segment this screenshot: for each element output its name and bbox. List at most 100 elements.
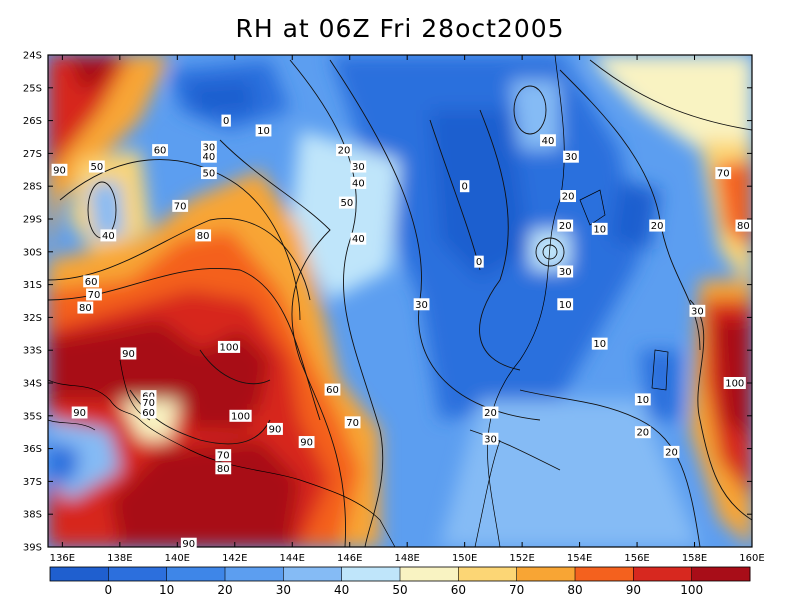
lon-tick-label: 148E <box>394 553 419 564</box>
contour-label: 40 <box>540 134 556 147</box>
contour-label: 60 <box>152 144 168 157</box>
contour-label: 50 <box>201 167 217 180</box>
colorbar-swatch <box>166 567 226 581</box>
colorbar-swatch <box>50 567 109 581</box>
contour-label-text: 20 <box>559 221 572 232</box>
contour-label-text: 90 <box>73 408 86 419</box>
contour-label-bg <box>180 537 197 550</box>
lat-tick-label: 25S <box>23 83 42 94</box>
colorbar-swatch <box>400 567 459 581</box>
contour-label-bg <box>215 462 232 475</box>
contour-label: 10 <box>591 337 608 350</box>
contour-label: 70 <box>140 396 157 409</box>
contour-label: 60 <box>324 383 341 396</box>
contour-label-bg <box>83 275 100 288</box>
colorbar-label: 30 <box>276 583 291 597</box>
contour-label: 20 <box>560 190 576 203</box>
contour-label-bg <box>100 229 117 242</box>
contour-label-bg <box>201 140 217 153</box>
contour-label: 20 <box>649 219 666 232</box>
contour-label: 0 <box>474 255 484 268</box>
contour-label-text: 60 <box>85 277 98 288</box>
contour-label-text: 20 <box>562 192 575 203</box>
contour-label-bg <box>591 337 608 350</box>
lon-tick-label: 156E <box>624 553 649 564</box>
contour-label: 20 <box>634 426 651 439</box>
colorbar-swatch <box>225 567 284 581</box>
contour-label-bg <box>413 298 430 311</box>
contour-label-bg <box>482 432 499 445</box>
contour-label-text: 0 <box>461 182 467 193</box>
contour-label-text: 30 <box>352 162 365 173</box>
contour-label: 10 <box>591 222 608 235</box>
contour-label: 0 <box>221 114 231 127</box>
coastlines <box>48 55 669 547</box>
contour-label-bg <box>71 406 88 419</box>
contour-label-bg <box>560 190 576 203</box>
colorbar-swatch <box>516 567 576 581</box>
contour-label: 90 <box>51 163 68 176</box>
contour-label-text: 20 <box>651 221 664 232</box>
contour-label: 70 <box>86 288 102 301</box>
contour-label: 10 <box>634 393 651 406</box>
contour-label-bg <box>229 409 252 422</box>
contour-label: 30 <box>563 150 579 163</box>
contour-label-bg <box>557 298 574 311</box>
contour-label-bg <box>350 160 367 173</box>
lat-tick-label: 30S <box>23 247 42 258</box>
contour-label-text: 20 <box>338 146 351 157</box>
lon-tick-label: 138E <box>107 553 132 564</box>
contour-label-text: 90 <box>122 349 135 360</box>
colorbar: 0 10 20 30 40 50 60 70 80 90 100 <box>49 566 751 597</box>
contour-label-text: 60 <box>142 408 155 419</box>
contour-label-text: 40 <box>102 231 115 242</box>
contour-label-bg <box>51 163 68 176</box>
lon-tick-label: 158E <box>682 553 707 564</box>
contour-label-text: 80 <box>217 464 230 475</box>
contour-label-bg <box>195 229 212 242</box>
lat-tick-label: 24S <box>23 51 42 62</box>
colorbar-label: 50 <box>392 583 407 597</box>
contour-label-bg <box>140 406 157 419</box>
lat-tick-label: 39S <box>23 543 42 554</box>
contour-label-bg <box>172 199 189 212</box>
contour-label: 10 <box>255 124 272 137</box>
contour-label: 80 <box>77 301 94 314</box>
contour-label-text: 10 <box>593 224 606 235</box>
contour-label: 100 <box>229 409 252 422</box>
contour-label: 60 <box>83 275 100 288</box>
rh-shading <box>48 55 752 547</box>
contour-label-text: 70 <box>88 290 101 301</box>
contour-label: 90 <box>267 422 283 435</box>
contour-label-bg <box>634 426 651 439</box>
contour-label-text: 30 <box>203 142 216 153</box>
contour-label-bg <box>563 150 579 163</box>
contour-label-text: 90 <box>53 165 66 176</box>
lon-tick-label: 142E <box>222 553 247 564</box>
contour-label-text: 10 <box>559 300 572 311</box>
contour-label-text: 40 <box>352 178 365 189</box>
contour-label: 0 <box>459 180 470 193</box>
contour-label-bg <box>344 416 361 429</box>
colorbar-label: 10 <box>159 583 174 597</box>
contour-label-text: 60 <box>326 385 339 396</box>
colorbar-label: 80 <box>567 583 582 597</box>
contour-label: 20 <box>482 406 499 419</box>
contour-label-text: 90 <box>182 539 195 550</box>
map-frame <box>47 54 753 548</box>
contour-label-text: 20 <box>665 447 678 458</box>
lat-tick-label: 35S <box>23 411 42 422</box>
lon-tick-label: 136E <box>50 553 75 564</box>
colorbar-swatch <box>575 567 634 581</box>
contour-label: 90 <box>180 537 197 550</box>
lat-tick-label: 36S <box>23 444 42 455</box>
colorbar-label: 20 <box>217 583 232 597</box>
contour-label-text: 50 <box>90 162 103 173</box>
contour-label-bg <box>120 347 137 360</box>
contour-label-text: 10 <box>257 126 270 137</box>
contour-label-bg <box>267 422 283 435</box>
contour-label-bg <box>221 114 231 127</box>
lon-tick-label: 146E <box>337 553 362 564</box>
lat-tick-label: 38S <box>23 510 42 521</box>
contour-label: 50 <box>88 160 105 173</box>
